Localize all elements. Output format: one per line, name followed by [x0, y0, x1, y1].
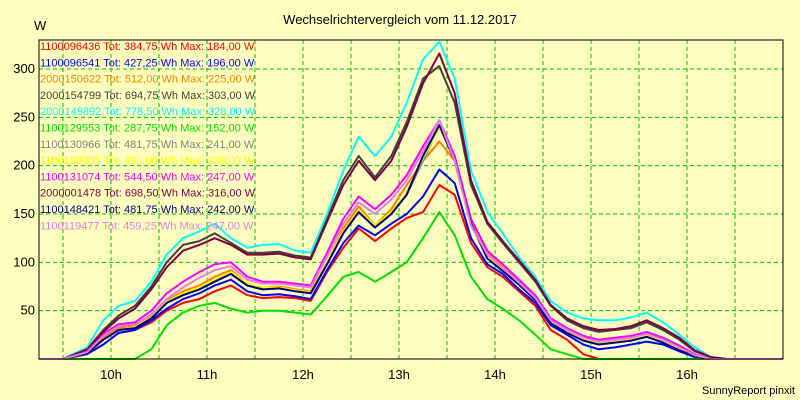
- x-tick-label: 14h: [484, 367, 506, 382]
- series-line-2000001478: [39, 52, 783, 360]
- series-line-2000149892: [39, 40, 783, 360]
- series-line-1100148421: [39, 124, 783, 360]
- y-tick-label: 250: [13, 109, 35, 124]
- plot-frame: [38, 39, 784, 360]
- axis-ticks: 10h 11h 12h 13h 14h 15h 16h 50 100 150 200 250 300: [13, 61, 698, 382]
- legend-entry-2000150622: 2000150622 Tot: 512,00 Wh Max: 225,00 W: [40, 74, 256, 86]
- y-tick-label: 50: [21, 303, 35, 318]
- y-axis-unit-label: W: [34, 18, 47, 33]
- legend-entry-1100130985: 1100130985 Tot: 490,00 Wh Max: 239,00 W: [40, 155, 255, 167]
- y-tick-label: 200: [13, 158, 35, 173]
- legend-entry-2000001478: 2000001478 Tot: 698,50 Wh Max: 316,00 W: [40, 188, 256, 200]
- legend-entry-1100096436: 1100096436 Tot: 384,75 Wh Max: 184,00 W: [40, 41, 255, 53]
- y-tick-label: 150: [13, 206, 35, 221]
- legend-entry-1100131074: 1100131074 Tot: 544,50 Wh Max: 247,00 W: [40, 171, 255, 183]
- series-line-1100096541: [39, 168, 783, 360]
- legend-entry-1100119477: 1100119477 Tot: 459,25 Wh Max: 247,00 W: [40, 220, 254, 232]
- legend-entry-1100129553: 1100129553 Tot: 287,75 Wh Max: 152,00 W: [40, 123, 255, 135]
- series-line-1100131074: [39, 119, 783, 360]
- legend: 1100096436 Tot: 384,75 Wh Max: 184,00 W 1…: [40, 41, 256, 232]
- y-tick-label: 300: [13, 61, 35, 76]
- footer-credit: SunnyReport pinxit: [702, 385, 795, 397]
- x-tick-label: 13h: [388, 367, 410, 382]
- x-tick-label: 12h: [292, 367, 314, 382]
- x-tick-label: 15h: [580, 367, 602, 382]
- legend-entry-1100148421: 1100148421 Tot: 481,75 Wh Max: 242,00 W: [40, 204, 255, 216]
- x-tick-label: 10h: [100, 367, 122, 382]
- y-tick-label: 100: [13, 254, 35, 269]
- legend-entry-1100096541: 1100096541 Tot: 427,25 Wh Max: 196,00 W: [40, 57, 255, 69]
- series-line-2000154799: [39, 65, 783, 360]
- legend-entry-2000149892: 2000149892 Tot: 778,50 Wh Max: 328,00 W: [40, 106, 256, 118]
- legend-entry-1100130966: 1100130966 Tot: 481,75 Wh Max: 241,00 W: [40, 139, 255, 151]
- chart-title: Wechselrichtervergleich vom 11.12.2017: [283, 12, 517, 27]
- x-tick-label: 16h: [676, 367, 698, 382]
- legend-entry-2000154799: 2000154799 Tot: 694,75 Wh Max: 303,00 W: [40, 90, 256, 102]
- series-line-1100119477: [39, 119, 783, 360]
- x-tick-label: 11h: [197, 367, 218, 382]
